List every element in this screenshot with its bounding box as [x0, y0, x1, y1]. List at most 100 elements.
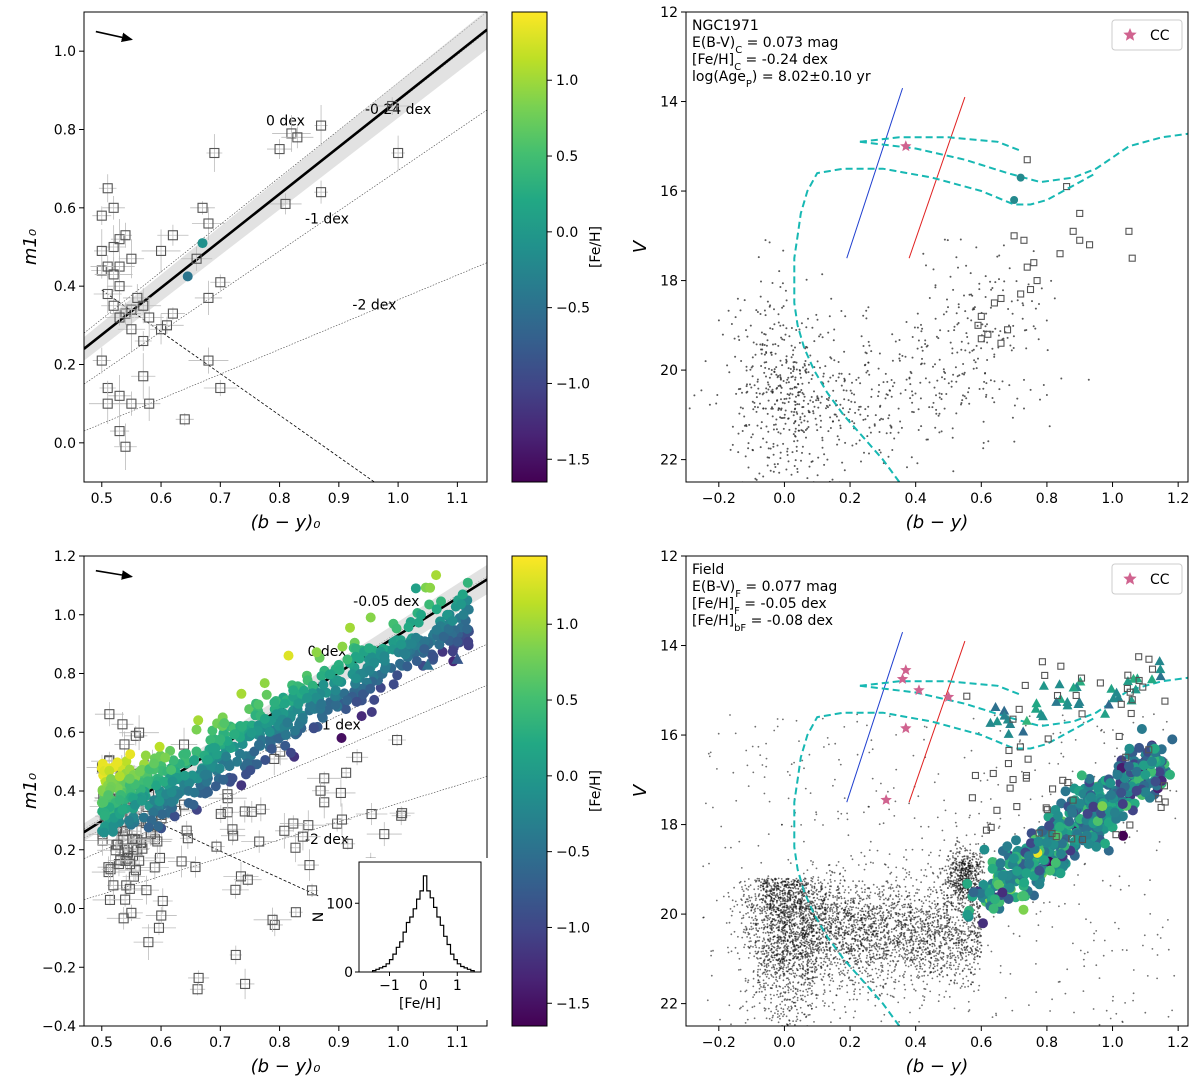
field-star-dot	[959, 987, 962, 989]
field-star-dot	[1008, 384, 1011, 387]
field-star-dot	[1073, 884, 1076, 886]
field-star-dot	[819, 890, 822, 893]
field-star-dot	[793, 368, 795, 371]
field-star-dot	[928, 917, 930, 920]
field-star-dot	[929, 922, 932, 925]
y-axis-label: m1₀	[20, 229, 41, 265]
field-star-dot	[952, 926, 954, 929]
field-star-dot	[895, 926, 897, 928]
field-star-dot	[840, 919, 843, 922]
field-star-dot	[999, 971, 1002, 974]
nonmember-square	[1076, 236, 1084, 244]
field-star-dot	[777, 996, 780, 998]
y-axis-label: m1₀	[20, 773, 41, 809]
nonmember-square	[104, 709, 115, 720]
nonmember-square	[102, 183, 113, 194]
field-star-dot	[947, 887, 949, 889]
field-star-dot	[937, 1000, 940, 1003]
nonmember-square	[228, 830, 239, 841]
reddening-arrow-icon	[95, 30, 133, 43]
field-star-dot	[945, 310, 948, 313]
instability-strip-blue-edge	[846, 87, 904, 259]
member-star	[159, 776, 169, 787]
field-star-dot	[850, 928, 853, 931]
field-star-dot	[792, 903, 795, 906]
field-star-dot	[786, 1053, 788, 1055]
field-star-dot	[828, 743, 830, 746]
field-star-dot	[777, 321, 780, 324]
field-star-dot	[890, 425, 893, 428]
field-star-dot	[780, 407, 783, 410]
x-tick-label: 1.2	[1167, 491, 1189, 507]
field-star-dot	[952, 964, 955, 967]
field-star-dot	[790, 473, 793, 476]
member-star	[334, 665, 345, 676]
field-star-dot	[937, 959, 940, 962]
field-star-dot	[865, 967, 868, 970]
axes-frame	[685, 11, 1189, 483]
field-star-dot	[750, 386, 753, 389]
member-star	[252, 759, 262, 770]
field-star-dot	[936, 909, 938, 912]
field-star-dot	[776, 901, 778, 904]
field-star-dot	[836, 962, 839, 964]
field-star-dot	[817, 456, 820, 459]
nonmember-square	[167, 308, 178, 319]
field-star-dot	[936, 379, 939, 382]
field-star-dot	[840, 934, 842, 937]
field-star-dot	[827, 898, 829, 901]
member-star	[317, 712, 328, 723]
field-star-dot	[1010, 349, 1013, 352]
nonmember-square	[138, 335, 149, 347]
field-star-dot	[821, 446, 824, 449]
field-star-dot	[888, 912, 891, 914]
field-star-dot	[750, 922, 752, 924]
nonmember-square	[96, 245, 107, 256]
field-star-dot	[809, 987, 811, 990]
field-star-dot	[767, 951, 770, 954]
field-star-dot	[868, 933, 870, 936]
field-star-dot	[976, 936, 978, 939]
field-star-dot	[807, 904, 809, 907]
field-star-dot	[807, 1004, 809, 1007]
member-star	[330, 700, 341, 711]
member-star	[316, 671, 327, 681]
field-star-dot	[741, 407, 744, 410]
field-star-dot	[731, 443, 734, 446]
field-star-dot	[926, 983, 928, 986]
field-star-dot	[933, 925, 935, 928]
field-star-dot	[838, 892, 841, 895]
field-star-dot	[789, 982, 792, 985]
field-star-dot	[807, 371, 810, 374]
field-star-dot	[890, 931, 893, 933]
field-star-dot	[882, 930, 885, 932]
nonmember-square	[335, 787, 346, 799]
field-star-dot	[771, 282, 774, 284]
field-star-dot	[1007, 925, 1010, 928]
field-star-dot	[931, 912, 934, 915]
field-star-dot	[767, 383, 770, 386]
field-star-dot	[957, 968, 959, 970]
field-star-dot	[737, 451, 740, 454]
field-star-dot	[932, 365, 934, 368]
field-star-dot	[806, 943, 809, 945]
field-star-dot	[730, 914, 733, 917]
field-star-dot	[757, 387, 760, 390]
field-star-dot	[911, 410, 914, 413]
field-star-dot	[773, 368, 776, 371]
field-star-dot	[797, 429, 800, 432]
field-star-dot	[971, 875, 974, 877]
field-star-dot	[768, 385, 771, 388]
field-star-dot	[962, 982, 965, 985]
field-star-dot	[804, 787, 807, 790]
field-star-dot	[935, 394, 937, 397]
member-star	[305, 700, 316, 711]
field-star-dot	[763, 371, 766, 374]
member-star	[117, 804, 128, 815]
field-star-dot	[792, 928, 794, 930]
field-star-dot	[802, 878, 805, 881]
field-star-dot	[1156, 977, 1158, 980]
field-star-dot	[747, 466, 750, 469]
nonmember-square	[119, 845, 130, 856]
field-star-dot	[813, 887, 816, 890]
